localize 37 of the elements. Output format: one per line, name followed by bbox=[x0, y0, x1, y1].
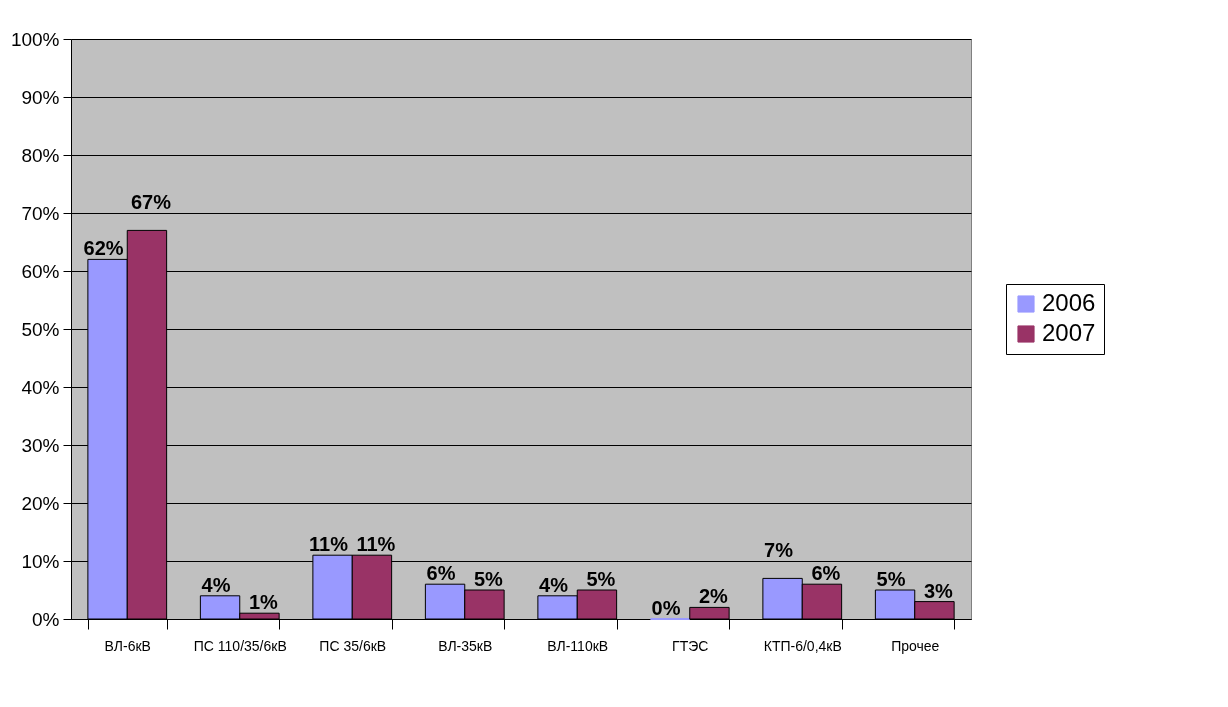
data-label: 62% bbox=[83, 237, 124, 260]
data-label: 5% bbox=[876, 568, 906, 590]
x-tick-label: ГТЭС bbox=[672, 637, 709, 654]
data-label: 6% bbox=[426, 562, 456, 585]
data-label: 2% bbox=[698, 585, 729, 608]
x-tick-label: ПС 110/35/6кВ bbox=[193, 637, 287, 654]
y-tick-label: 0% bbox=[32, 608, 60, 630]
legend-label: 2006 bbox=[1042, 289, 1096, 316]
y-tick-label: 10% bbox=[21, 550, 60, 572]
y-tick-label: 50% bbox=[21, 318, 60, 340]
y-tick-label: 40% bbox=[21, 376, 60, 398]
x-tick-label: ВЛ-6кВ bbox=[104, 637, 151, 654]
y-tick-label: 30% bbox=[21, 434, 60, 456]
legend-label: 2007 bbox=[1042, 319, 1096, 346]
x-tick-label: ВЛ-110кВ bbox=[547, 637, 609, 654]
y-tick-label: 90% bbox=[21, 86, 60, 108]
x-tick-label: ВЛ-35кВ bbox=[438, 637, 493, 654]
y-tick-label: 100% bbox=[10, 28, 60, 50]
data-label: 6% bbox=[811, 562, 841, 585]
data-label: 5% bbox=[586, 568, 616, 590]
data-label: 0% bbox=[651, 597, 681, 619]
y-tick-label: 70% bbox=[21, 202, 60, 224]
y-tick-label: 20% bbox=[21, 492, 60, 514]
x-tick-label: Прочее bbox=[891, 637, 940, 654]
data-label: 1% bbox=[248, 591, 279, 614]
x-tick-label: КТП-6/0,4кВ bbox=[763, 637, 842, 654]
data-label: 4% bbox=[201, 573, 231, 596]
x-tick-label: ПС 35/6кВ bbox=[319, 637, 387, 654]
data-label: 11% bbox=[356, 533, 396, 556]
y-tick-label: 80% bbox=[21, 144, 60, 166]
data-label: 5% bbox=[473, 568, 504, 590]
y-tick-label: 60% bbox=[21, 260, 60, 282]
data-label: 7% bbox=[764, 539, 794, 561]
data-label: 3% bbox=[923, 579, 954, 602]
data-label: 67% bbox=[130, 191, 172, 213]
data-label: 11% bbox=[309, 533, 349, 556]
data-label: 4% bbox=[539, 573, 569, 596]
